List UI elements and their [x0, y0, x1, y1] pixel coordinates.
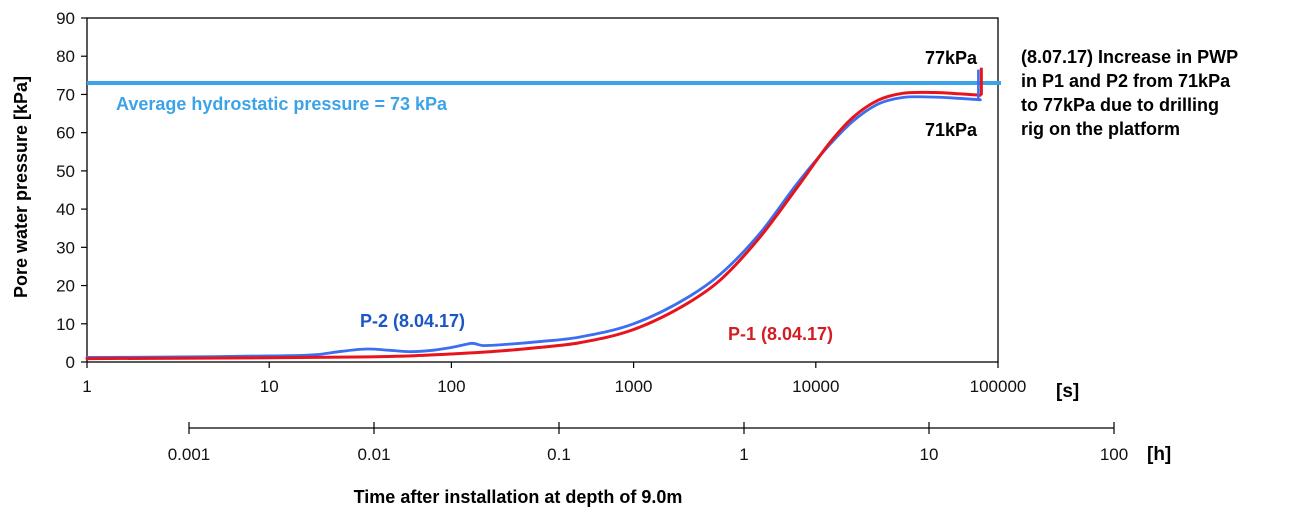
annotation-note-line-2: in P1 and P2 from 71kPa — [1021, 71, 1231, 91]
y-tick-label: 60 — [56, 124, 75, 143]
x-axis-title: Time after installation at depth of 9.0m — [354, 487, 683, 507]
y-tick-label: 20 — [56, 277, 75, 296]
x-tick-label: 1000 — [615, 377, 653, 396]
x-unit-label: [s] — [1056, 381, 1079, 402]
annotation-note-line-3: to 77kPa due to drilling — [1021, 95, 1219, 115]
x-tick-label: 100 — [437, 377, 465, 396]
y-tick-label: 10 — [56, 315, 75, 334]
series-line-p1 — [85, 90, 982, 361]
y-tick-label: 40 — [56, 200, 75, 219]
secondary-x-tick-label: 100 — [1100, 445, 1128, 464]
series-label-p1: P-1 (8.04.17) — [728, 324, 833, 344]
secondary-x-tick-label: 10 — [920, 445, 939, 464]
secondary-x-unit-label: [h] — [1147, 444, 1171, 465]
y-tick-label: 0 — [66, 353, 75, 372]
x-tick-label: 10 — [260, 377, 279, 396]
annotation-71kpa: 71kPa — [925, 120, 978, 140]
y-tick-label: 80 — [56, 47, 75, 66]
plot-frame — [86, 17, 999, 363]
x-tick-label: 10000 — [792, 377, 839, 396]
secondary-x-tick-label: 0.001 — [168, 445, 211, 464]
secondary-x-tick-label: 0.1 — [547, 445, 571, 464]
y-tick-label: 90 — [56, 9, 75, 28]
y-tick-label: 70 — [56, 85, 75, 104]
y-axis-title: Pore water pressure [kPa] — [11, 76, 31, 298]
secondary-x-tick-label: 1 — [739, 445, 748, 464]
annotation-note-line-1: (8.07.17) Increase in PWP — [1021, 47, 1238, 67]
annotation-note-line-4: rig on the platform — [1021, 119, 1180, 139]
secondary-x-tick-label: 0.01 — [357, 445, 390, 464]
series-line-p2 — [85, 95, 982, 359]
y-tick-label: 30 — [56, 238, 75, 257]
series-label-p2: P-2 (8.04.17) — [360, 311, 465, 331]
reference-line-label: Average hydrostatic pressure = 73 kPa — [116, 94, 448, 114]
x-tick-label: 1 — [82, 377, 91, 396]
annotation-77kpa: 77kPa — [925, 48, 978, 68]
x-tick-label: 100000 — [970, 377, 1027, 396]
y-tick-label: 50 — [56, 162, 75, 181]
